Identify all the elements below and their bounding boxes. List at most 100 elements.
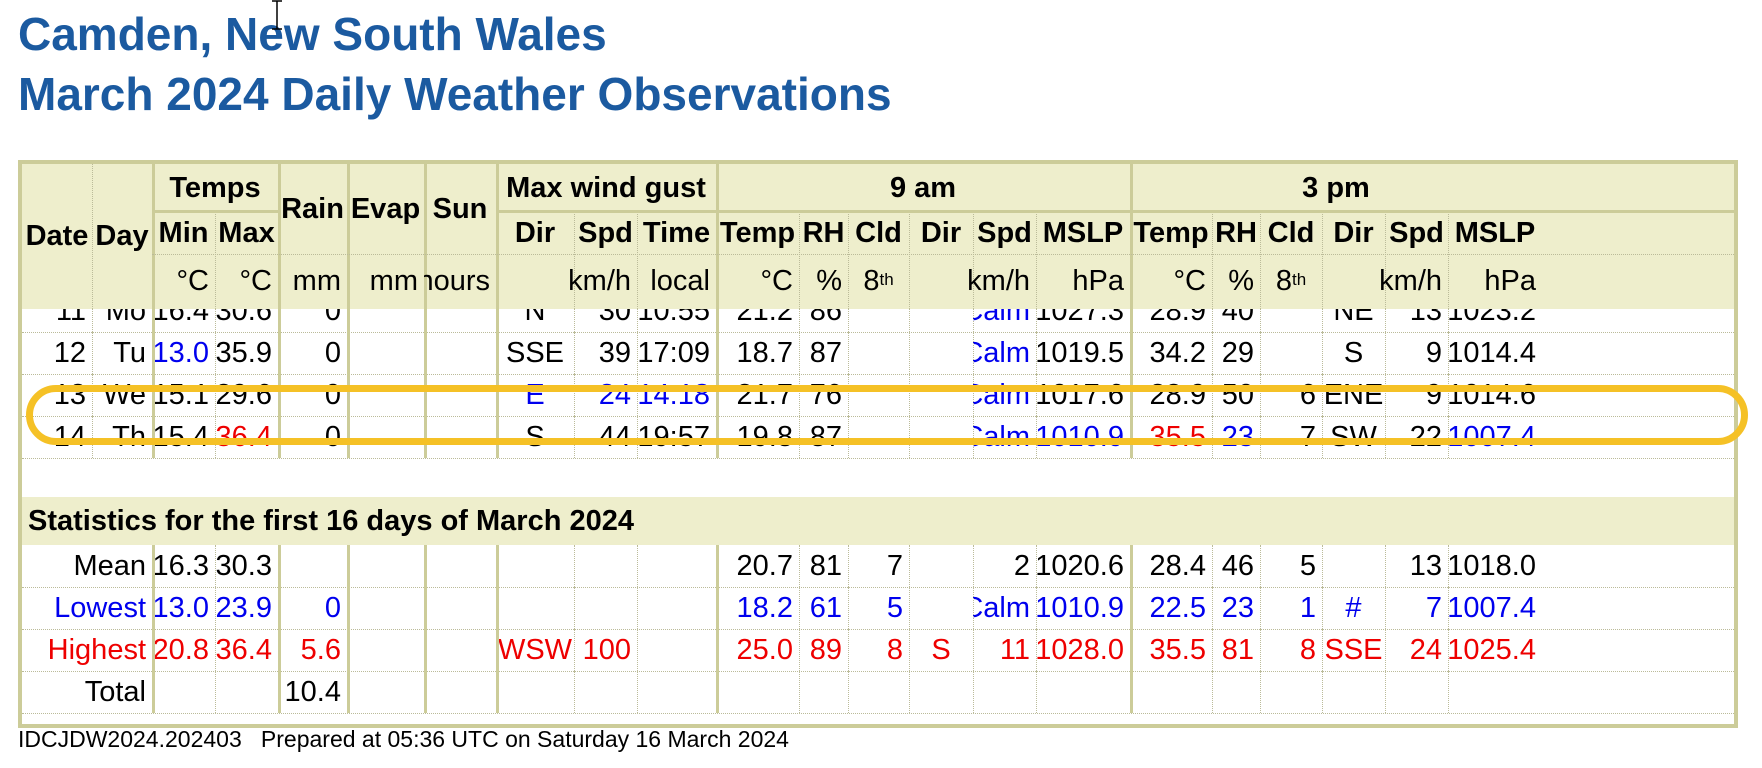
station-title: Camden, New South Wales: [18, 8, 607, 60]
cell-3pm-spd: [1385, 671, 1448, 713]
col-9am-cld: Cld: [855, 216, 902, 249]
cell-gust-spd: [574, 545, 637, 587]
cell-3pm-mslp: 1023.2: [1448, 309, 1536, 327]
cell-3pm-temp: 28.9: [1149, 378, 1206, 411]
cell-9am-cld: [848, 416, 909, 458]
unit-9am-rh: %: [816, 265, 842, 297]
cell-sun: [424, 587, 496, 629]
cell-3pm-dir: [1322, 545, 1385, 587]
unit-gust-spd: km/h: [568, 265, 631, 297]
cell-gust-spd: 44: [598, 420, 631, 453]
cell-9am-spd: Calm: [973, 309, 1030, 327]
unit-3pm-temp: °C: [1173, 265, 1206, 297]
col-3pm-cld: Cld: [1267, 216, 1315, 249]
cell-day: We: [103, 378, 146, 411]
stat-label: Highest: [47, 633, 146, 666]
cell-9am-spd: Calm: [973, 420, 1030, 453]
cell-9am-dir: [909, 332, 973, 374]
cell-9am-cld: [848, 332, 909, 374]
cell-gust-dir: [496, 671, 574, 713]
cell-3pm-cld: [1260, 671, 1322, 713]
cell-gust-spd: 100: [582, 633, 631, 666]
col-max: Max: [218, 216, 275, 249]
cell-3pm-dir: SW: [1330, 420, 1377, 453]
statistics-heading: Statistics for the first 16 days of Marc…: [28, 504, 634, 537]
cell-evap: [347, 416, 424, 458]
cell-3pm-cld: 8: [1299, 633, 1316, 666]
cell-9am-spd: 2: [1013, 549, 1030, 582]
cell-3pm-dir: ENE: [1323, 378, 1384, 411]
cell-9am-cld: [848, 374, 909, 416]
unit-3pm-rh: %: [1228, 265, 1254, 297]
group-temps: Temps: [169, 171, 261, 204]
cell-gust-time: [637, 629, 716, 671]
cell-gust-time: 14:18: [637, 378, 710, 411]
col-evap: Evap: [350, 192, 421, 225]
col-9am-temp: Temp: [719, 216, 796, 249]
cell-gust-spd: 39: [598, 336, 631, 369]
cell-evap: [347, 629, 424, 671]
col-3pm-mslp: MSLP: [1454, 216, 1536, 249]
cell-sun: [424, 629, 496, 671]
col-9am-dir: Dir: [920, 216, 962, 249]
cell-9am-rh: 76: [809, 378, 842, 411]
cell-3pm-temp: 22.5: [1149, 591, 1206, 624]
cell-3pm-cld: [1260, 309, 1322, 332]
cell-9am-dir: [909, 587, 973, 629]
col-day: Day: [95, 220, 149, 252]
cell-3pm-mslp: 1025.4: [1448, 633, 1536, 666]
cell-9am-rh: 61: [809, 591, 842, 624]
cell-3pm-temp: 35.5: [1149, 420, 1206, 453]
unit-rain: mm: [292, 265, 341, 297]
unit-3pm-mslp: hPa: [1484, 265, 1536, 297]
report-title: March 2024 Daily Weather Observations: [18, 68, 892, 120]
cell-9am-temp: 21.7: [736, 378, 793, 411]
cell-rain: 5.6: [300, 633, 341, 666]
cell-evap: [347, 545, 424, 587]
cell-9am-rh: 81: [809, 549, 842, 582]
cell-3pm-temp: 28.4: [1149, 549, 1206, 582]
cell-9am-rh: 87: [809, 336, 842, 369]
unit-9am-spd: km/h: [967, 265, 1030, 297]
cell-min: 15.1: [152, 378, 209, 411]
unit-evap: mm: [369, 265, 418, 297]
cell-3pm-temp: 35.5: [1149, 633, 1206, 666]
cell-rain: [278, 545, 347, 587]
cell-3pm-cld: 6: [1299, 378, 1316, 411]
daily-rows-scroll[interactable]: 11 Mo 16.4 30.6 0 N 30 10:55 21.2 86 Calm 1027.3 28.…: [22, 309, 1734, 497]
cell-3pm-mslp: 1007.4: [1448, 420, 1536, 453]
cell-3pm-mslp: [1448, 671, 1542, 713]
col-date: Date: [25, 220, 89, 252]
cell-gust-time: 19:57: [637, 420, 710, 453]
observations-table: Date Day Temps Rain Evap Sun Max wind gu…: [18, 160, 1738, 728]
cell-sun: [424, 416, 496, 458]
cell-3pm-spd: 24: [1409, 633, 1442, 666]
cell-3pm-mslp: 1014.6: [1448, 378, 1536, 411]
col-3pm-temp: Temp: [1133, 216, 1209, 249]
cell-3pm-cld: [1260, 332, 1322, 374]
cell-3pm-mslp: 1007.4: [1448, 591, 1536, 624]
unit-gust-time: local: [650, 265, 710, 297]
cell-9am-temp: 18.7: [736, 336, 793, 369]
col-min: Min: [158, 216, 209, 249]
cell-min: 20.8: [152, 633, 209, 666]
cell-3pm-dir: #: [1345, 591, 1362, 624]
unit-9am-temp: °C: [760, 265, 793, 297]
group-3pm: 3 pm: [1302, 171, 1370, 204]
cell-3pm-spd: 13: [1409, 549, 1442, 582]
cell-gust-time: [637, 671, 716, 713]
cell-evap: [347, 332, 424, 374]
cell-evap: [347, 309, 424, 332]
cell-9am-dir: [909, 545, 973, 587]
cell-max: 29.6: [215, 378, 272, 411]
cell-9am-temp: 25.0: [736, 633, 793, 666]
cell-date: 13: [53, 378, 86, 411]
cell-9am-temp: 18.2: [736, 591, 793, 624]
cell-evap: [347, 671, 424, 713]
cell-3pm-temp: 28.9: [1149, 309, 1206, 327]
unit-9am-mslp: hPa: [1072, 265, 1124, 297]
cell-9am-spd: Calm: [973, 336, 1030, 369]
cell-3pm-cld: 5: [1299, 549, 1316, 582]
